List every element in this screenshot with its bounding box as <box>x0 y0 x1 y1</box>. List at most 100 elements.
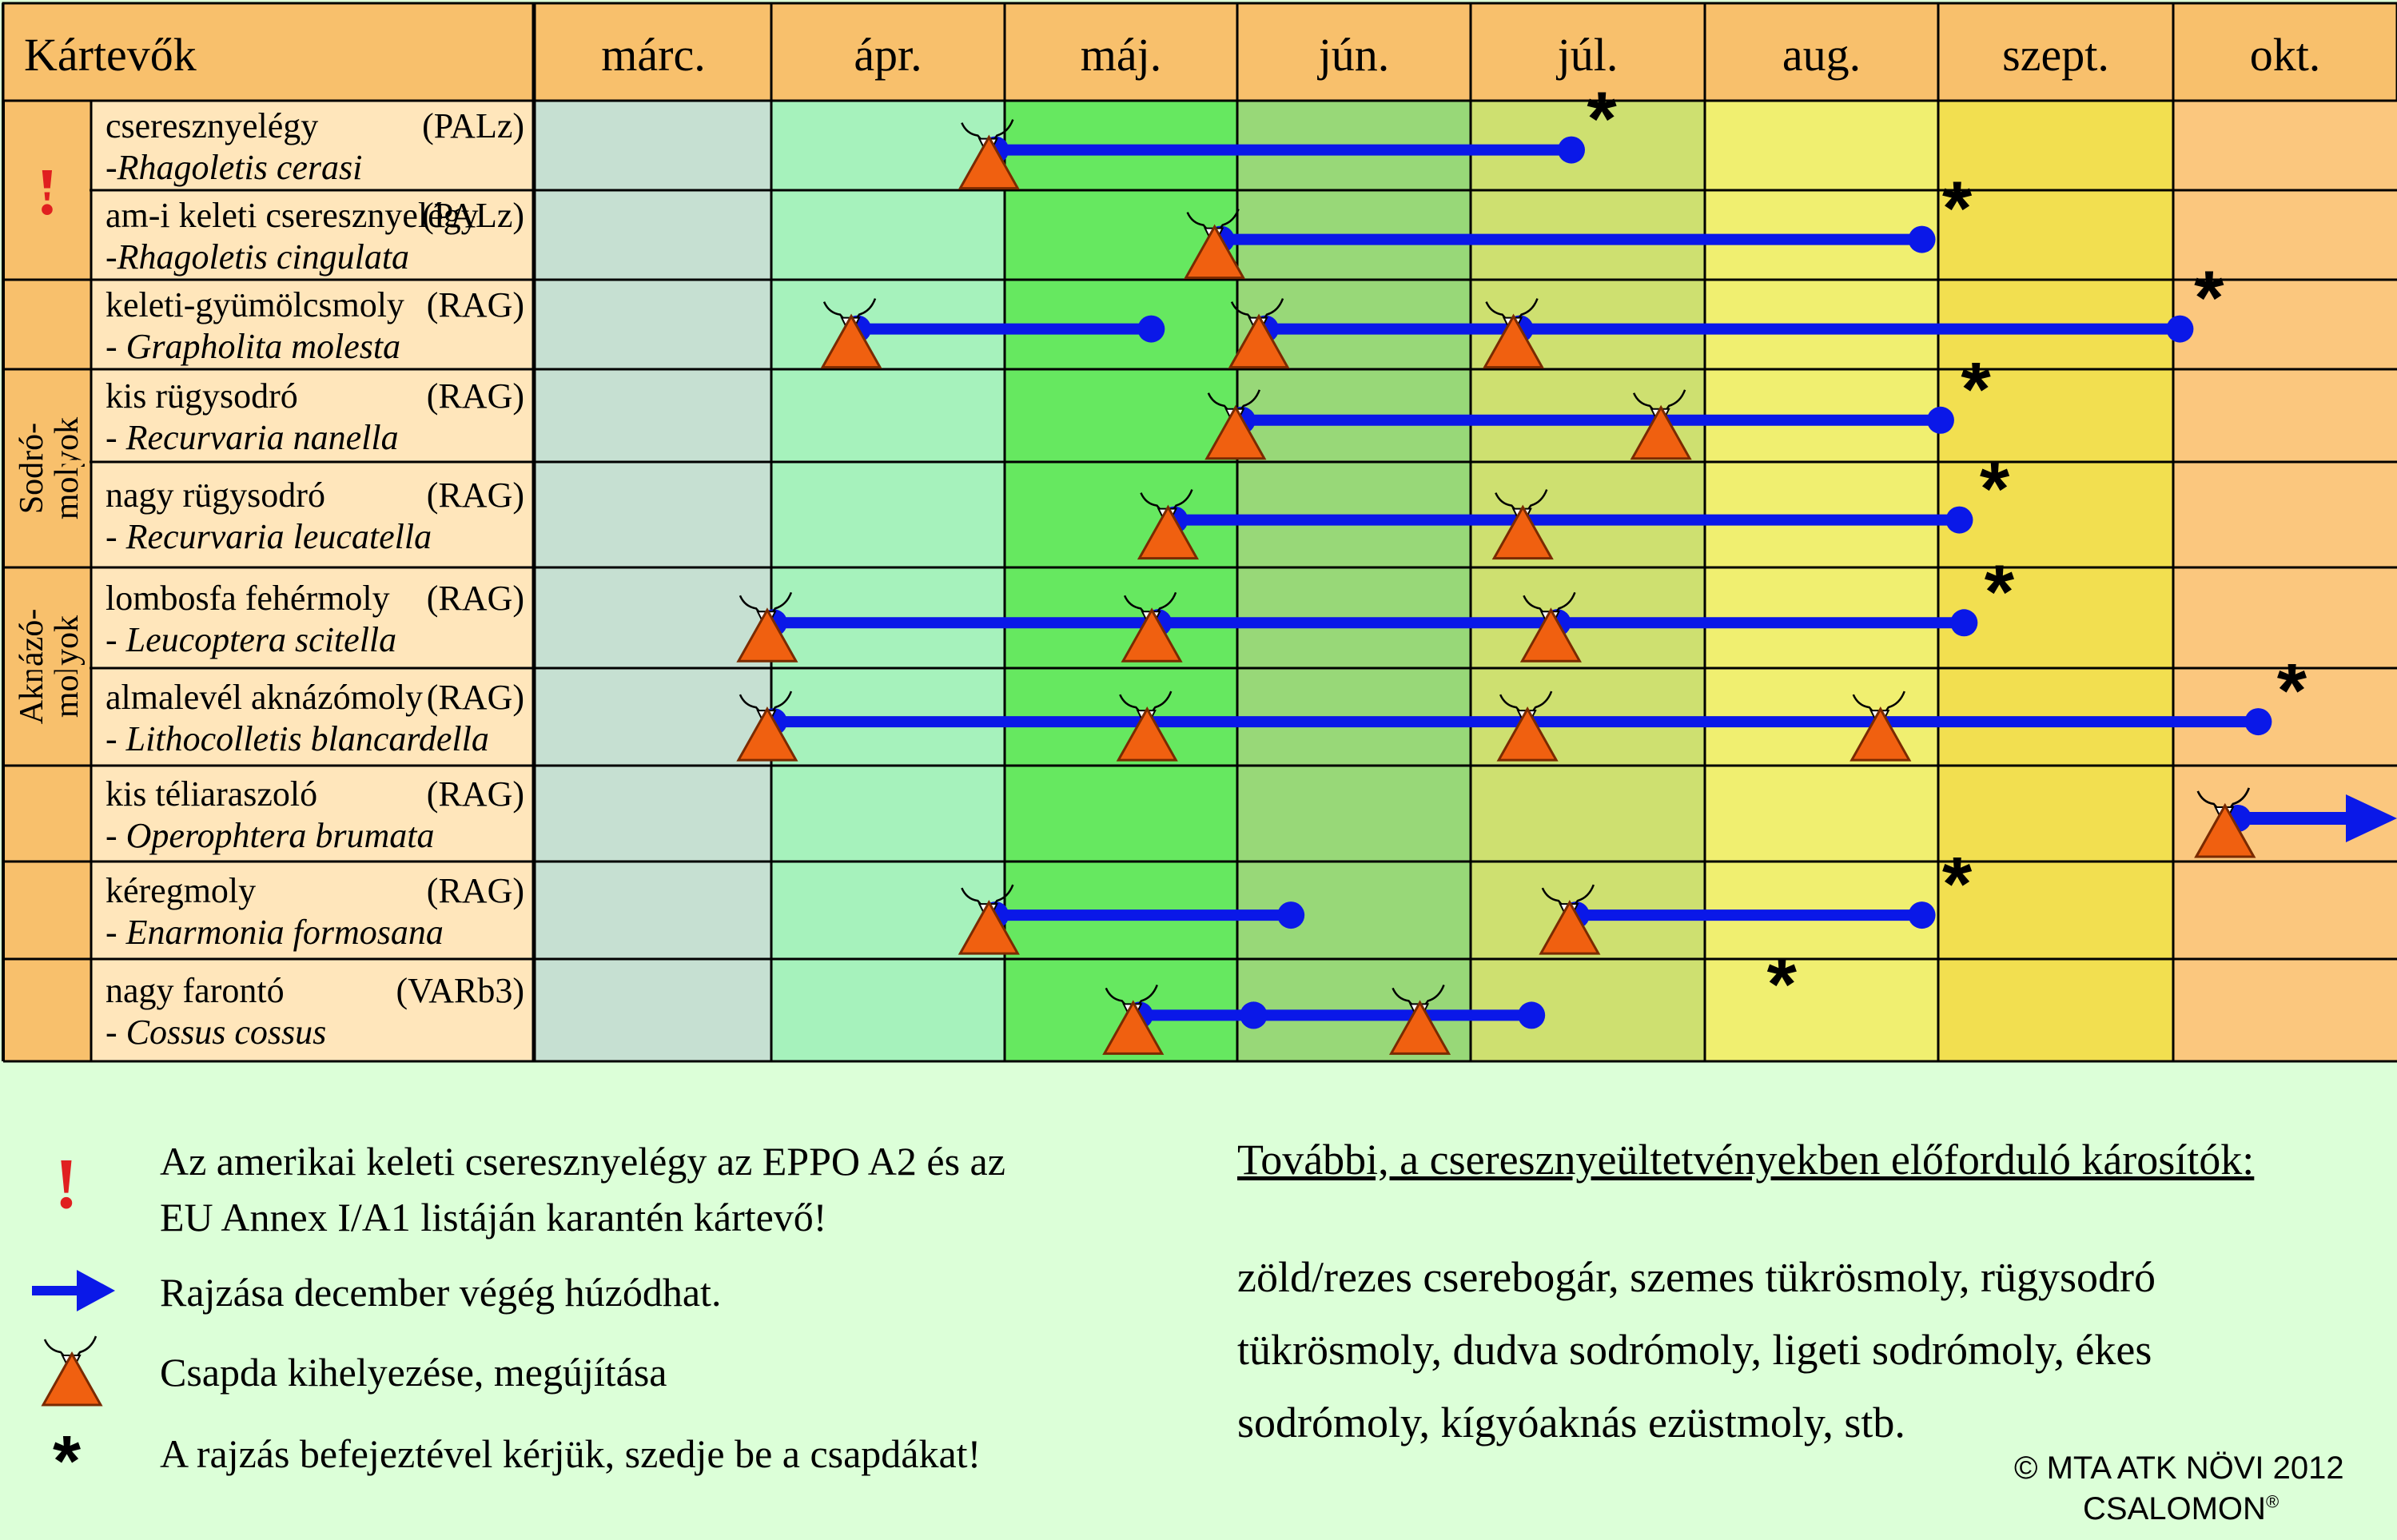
month-bands <box>536 101 2397 1061</box>
month-band <box>536 101 771 1061</box>
pest-label-cell <box>91 766 534 862</box>
pest-name: nagy farontó <box>106 971 285 1010</box>
group-cell <box>3 862 91 959</box>
pest-name: am-i keleti cseresznyelégy <box>106 196 479 235</box>
star-legend-icon: * <box>53 1422 82 1502</box>
month-header: okt. <box>2250 29 2321 81</box>
group-label: Sodró-molyok <box>14 417 86 519</box>
pest-latin-name: - Recurvaria leucatella <box>106 517 432 556</box>
trap-legend-text: Csapda kihelyezése, megújítása <box>160 1350 667 1395</box>
trap-code: (RAG) <box>427 285 524 324</box>
trap-code: (RAG) <box>427 871 524 910</box>
pest-name: kéregmoly <box>106 871 256 910</box>
header-title: Kártevők <box>24 29 197 81</box>
further-pests-line: zöld/rezes cserebogár, szemes tükrösmoly… <box>1237 1253 2156 1301</box>
group-cell <box>3 280 91 369</box>
copyright-text: © MTA ATK NÖVI 2012 <box>2014 1450 2344 1486</box>
pest-latin-name: - Lithocolletis blancardella <box>106 719 489 758</box>
pest-label-cells: !Sodró-molyokAknázó-molyokcseresznyelégy… <box>3 101 534 1061</box>
month-header: jún. <box>1317 29 1390 81</box>
pest-latin-name: - Recurvaria nanella <box>106 418 399 457</box>
pest-latin-name: - Operophtera brumata <box>106 816 434 855</box>
pest-label-cell <box>91 668 534 766</box>
trap-code: (PALz) <box>422 106 524 145</box>
swarming-end-dot <box>2244 708 2272 736</box>
month-band <box>771 101 1005 1061</box>
month-header: ápr. <box>854 29 922 81</box>
trap-code: (RAG) <box>427 376 524 416</box>
swarming-end-dot <box>1926 406 1954 434</box>
trap-legend-icon <box>42 1335 102 1407</box>
pest-label-cell <box>91 190 534 280</box>
further-pests-line: tükrösmoly, dudva sodrómoly, ligeti sodr… <box>1237 1326 2152 1374</box>
pest-latin-name: - Cossus cossus <box>106 1013 326 1052</box>
collect-traps-star: * <box>1587 77 1617 162</box>
pest-label-cell <box>91 369 534 462</box>
continues-arrow-head <box>2346 794 2397 842</box>
pest-name: almalevél aknázómoly <box>106 678 423 717</box>
pest-name: nagy rügysodró <box>106 476 325 515</box>
swarming-end-dot <box>1277 901 1305 929</box>
month-header: júl. <box>1556 29 1619 81</box>
arrow-legend-text: Rajzása december végég húzódhat. <box>160 1270 722 1315</box>
trap-code: (RAG) <box>427 476 524 515</box>
collect-traps-star: * <box>1767 941 1798 1027</box>
pest-label-cell <box>91 567 534 668</box>
swarming-end-dot <box>2166 315 2194 343</box>
registered-mark: ® <box>2265 1491 2280 1512</box>
pest-name: keleti-gyümölcsmoly <box>106 285 404 324</box>
collect-traps-star: * <box>1980 447 2010 532</box>
swarming-end-dot <box>1557 136 1585 164</box>
header-background <box>2 2 2397 102</box>
month-band <box>2173 101 2397 1061</box>
pest-latin-name: -Rhagoletis cerasi <box>106 148 362 187</box>
warning-legend-icon: ! <box>54 1144 78 1224</box>
group-cell <box>3 369 91 567</box>
collect-traps-star: * <box>1942 166 1973 252</box>
pest-latin-name: - Grapholita molesta <box>106 327 400 366</box>
collect-traps-star: * <box>2277 648 2307 734</box>
warning-legend-text: Az amerikai keleti cseresznyelégy az EPP… <box>160 1133 1005 1245</box>
collect-traps-star: * <box>2194 256 2224 341</box>
calendar-chart: !Sodró-molyokAknázó-molyokcseresznyelégy… <box>2 2 2397 1063</box>
swarming-end-dot <box>1240 1001 1268 1029</box>
month-header: aug. <box>1782 29 1861 81</box>
collect-traps-star: * <box>1961 347 1991 432</box>
group-cell <box>3 959 91 1061</box>
pest-name: kis téliaraszoló <box>106 774 317 814</box>
continues-arrow-shaft <box>2231 812 2346 825</box>
pest-label-cell <box>91 862 534 959</box>
swarming-end-dot <box>1908 225 1936 253</box>
swarming-end-dot <box>1518 1001 1546 1029</box>
brand-text: CSALOMON® <box>2083 1491 2279 1527</box>
swarming-end-dot <box>1945 506 1973 534</box>
arrow-legend-icon <box>32 1270 115 1311</box>
grid-lines <box>2 3 2397 1063</box>
collect-traps-star: * <box>1942 842 1973 927</box>
trap-code: (RAG) <box>427 579 524 618</box>
group-cell <box>3 766 91 862</box>
pest-label-cell <box>91 101 534 190</box>
pest-label-cell <box>91 462 534 567</box>
star-legend-text: A rajzás befejeztével kérjük, szedje be … <box>160 1431 981 1476</box>
brand-name: CSALOMON <box>2083 1491 2266 1526</box>
trap-code: (VARb3) <box>396 971 524 1010</box>
collect-traps-star: * <box>1985 549 2015 635</box>
month-band <box>1237 101 1471 1061</box>
pest-latin-name: - Enarmonia formosana <box>106 913 444 952</box>
pest-label-cell <box>91 280 534 369</box>
pest-latin-name: - Leucoptera scitella <box>106 620 396 659</box>
header-row: Kártevők márc. ápr. máj. jún. júl. aug. szept. o… <box>2 2 2397 102</box>
swarming-marks: * * * * * * * * * <box>737 77 2397 1055</box>
pest-name: kis rügysodró <box>106 376 298 416</box>
month-band <box>1471 101 1705 1061</box>
swarming-end-dot <box>1137 315 1165 343</box>
month-band <box>1938 101 2173 1061</box>
trap-code: (RAG) <box>427 678 524 717</box>
swarming-end-dot <box>1950 609 1978 637</box>
legend-warning-text: Az amerikai keleti cseresznyelégy az EPP… <box>160 1139 1005 1240</box>
swarming-end-dot <box>1908 901 1936 929</box>
pest-label-cell <box>91 959 534 1061</box>
pest-latin-name: -Rhagoletis cingulata <box>106 237 409 277</box>
